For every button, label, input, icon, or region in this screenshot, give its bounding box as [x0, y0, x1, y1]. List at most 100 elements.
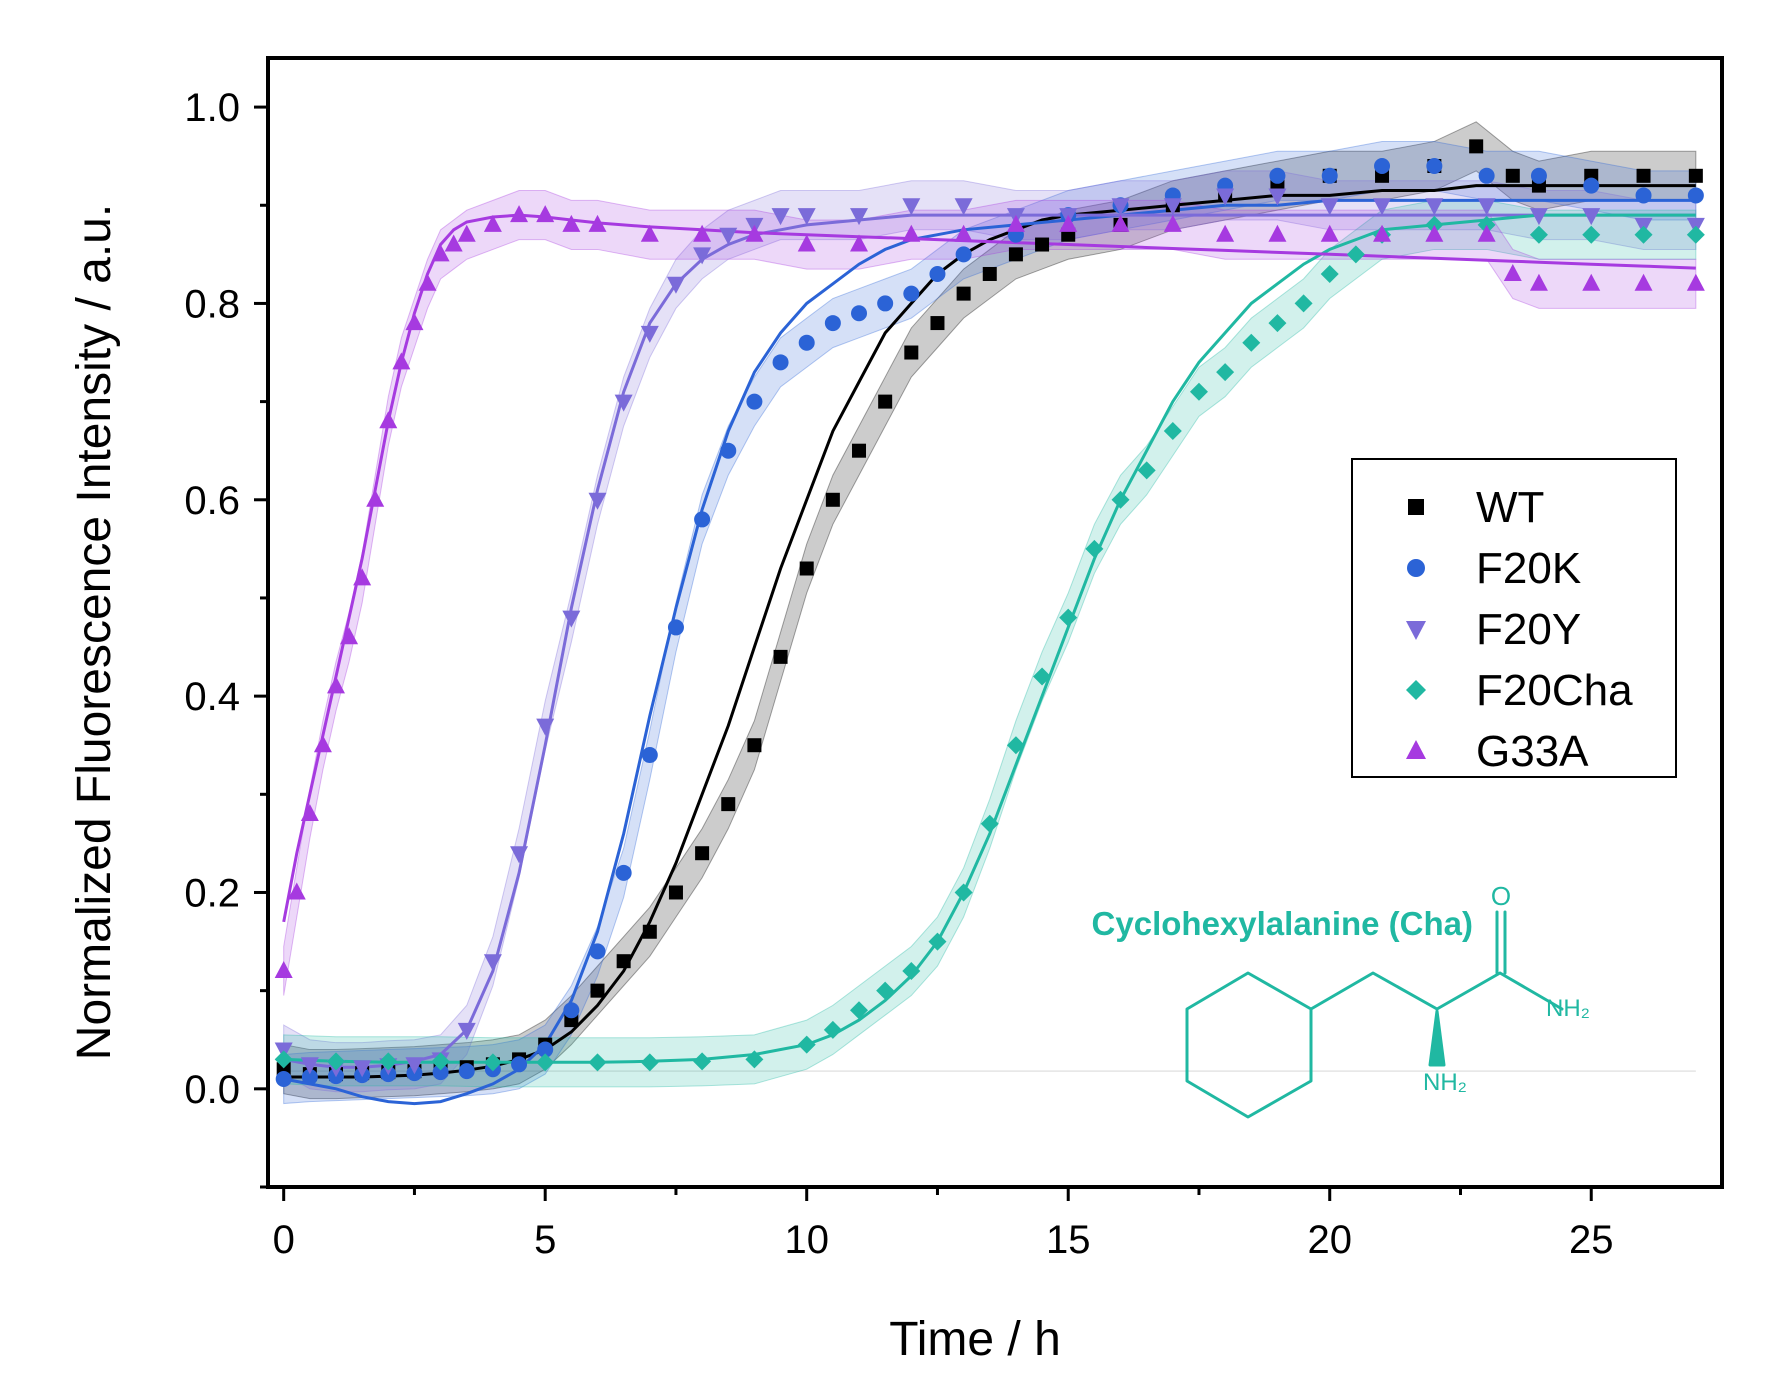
y-tick-label: 0.2: [184, 871, 240, 915]
marker-f20y: [562, 610, 581, 628]
marker-wt: [1035, 237, 1050, 252]
marker-f20cha: [928, 932, 947, 951]
marker-f20y: [693, 247, 712, 265]
marker-f20cha: [431, 1052, 450, 1071]
marker-f20k: [929, 265, 946, 282]
y-tick-label: 1.0: [184, 86, 240, 130]
marker-f20cha: [1059, 608, 1078, 627]
marker-f20k: [851, 305, 868, 322]
structure-label-oxygen: O: [1491, 881, 1511, 911]
marker-g33a: [1163, 214, 1182, 232]
marker-f20cha: [483, 1053, 502, 1072]
marker-f20k: [798, 334, 815, 351]
marker-g33a: [418, 273, 437, 291]
marker-f20k: [1635, 187, 1652, 204]
fit-line-f20k: [283, 198, 1696, 1106]
marker-wt: [878, 394, 893, 409]
marker-g33a: [693, 224, 712, 242]
marker-f20y: [1111, 198, 1130, 216]
marker-g33a: [1425, 224, 1444, 242]
marker-g33a: [1373, 224, 1392, 242]
marker-f20y: [797, 208, 816, 226]
marker-f20k: [615, 864, 632, 881]
marker-g33a: [1006, 214, 1025, 232]
markers-layer: [274, 139, 1705, 1088]
marker-f20cha: [640, 1053, 659, 1072]
marker-wt: [1008, 247, 1023, 262]
marker-wt: [904, 345, 919, 360]
marker-g33a: [379, 411, 398, 429]
marker-f20cha: [536, 1053, 555, 1072]
marker-f20cha: [876, 981, 895, 1000]
marker-f20cha: [1242, 333, 1261, 352]
legend-marker-f20y: [1406, 621, 1426, 640]
marker-g33a: [562, 214, 581, 232]
marker-f20y: [510, 846, 529, 864]
x-tick-label: 15: [1046, 1218, 1091, 1262]
marker-g33a: [457, 224, 476, 242]
marker-f20cha: [1294, 294, 1313, 313]
marker-f20cha: [1346, 245, 1365, 264]
marker-f20y: [954, 198, 973, 216]
marker-f20k: [720, 442, 737, 459]
marker-f20cha: [588, 1053, 607, 1072]
marker-wt: [1688, 168, 1703, 183]
marker-g33a: [392, 352, 411, 370]
marker-f20y: [588, 492, 607, 510]
marker-f20y: [1268, 188, 1287, 206]
wedge-bond: [1428, 1009, 1446, 1067]
cyclohexane-ring: [1185, 971, 1313, 1119]
fit-line-f20cha: [283, 213, 1696, 1064]
marker-f20cha: [1529, 225, 1548, 244]
legend-marker-g33a: [1406, 740, 1426, 759]
marker-f20k: [563, 1002, 580, 1019]
marker-f20k: [903, 285, 920, 302]
legend-box: [1351, 458, 1677, 778]
band-g33a: [283, 190, 1697, 996]
marker-f20y: [536, 718, 555, 736]
legend-label-f20y: F20Y: [1476, 605, 1581, 654]
y-tick-label: 0.4: [184, 675, 240, 719]
marker-f20y: [1320, 198, 1339, 216]
marker-g33a: [745, 224, 764, 242]
ticks-layer: 0 5 10 15 20 25 0.0 0.2 0.4 0.6 0.8 1.0: [184, 86, 1613, 1262]
annotation-title: Cyclohexylalanine (Cha): [1092, 905, 1473, 942]
marker-f20y: [614, 394, 633, 412]
legend-label-g33a: G33A: [1476, 727, 1589, 776]
marker-f20k: [1530, 167, 1547, 184]
marker-g33a: [850, 234, 869, 252]
marker-g33a: [1111, 214, 1130, 232]
marker-f20y: [1425, 198, 1444, 216]
marker-f20k: [824, 315, 841, 332]
marker-f20k: [511, 1056, 528, 1073]
x-tick-label: 20: [1307, 1218, 1352, 1262]
marker-f20y: [353, 1060, 372, 1078]
marker-g33a: [640, 224, 659, 242]
marker-f20y: [640, 325, 659, 343]
marker-f20cha: [823, 1020, 842, 1039]
backbone-bond: [1309, 971, 1564, 1011]
marker-f20k: [877, 295, 894, 312]
marker-f20k: [694, 511, 711, 528]
marker-g33a: [797, 234, 816, 252]
marker-f20k: [275, 1071, 292, 1088]
marker-g33a: [353, 568, 372, 586]
marker-g33a: [1503, 263, 1522, 281]
marker-f20k: [667, 619, 684, 636]
marker-g33a: [1634, 273, 1653, 291]
marker-g33a: [405, 313, 424, 331]
marker-f20k: [641, 747, 658, 764]
y-tick-label: 0.0: [184, 1068, 240, 1112]
marker-f20cha: [1634, 225, 1653, 244]
marker-f20cha: [902, 962, 921, 981]
marker-f20y: [850, 208, 869, 226]
marker-wt: [747, 738, 762, 753]
marker-f20y: [666, 276, 685, 294]
marker-wt: [773, 649, 788, 664]
marker-f20k: [772, 354, 789, 371]
marker-f20k: [1583, 177, 1600, 194]
marker-f20cha: [954, 883, 973, 902]
marker-f20cha: [1216, 363, 1235, 382]
marker-wt: [616, 954, 631, 969]
marker-f20y: [457, 1022, 476, 1040]
